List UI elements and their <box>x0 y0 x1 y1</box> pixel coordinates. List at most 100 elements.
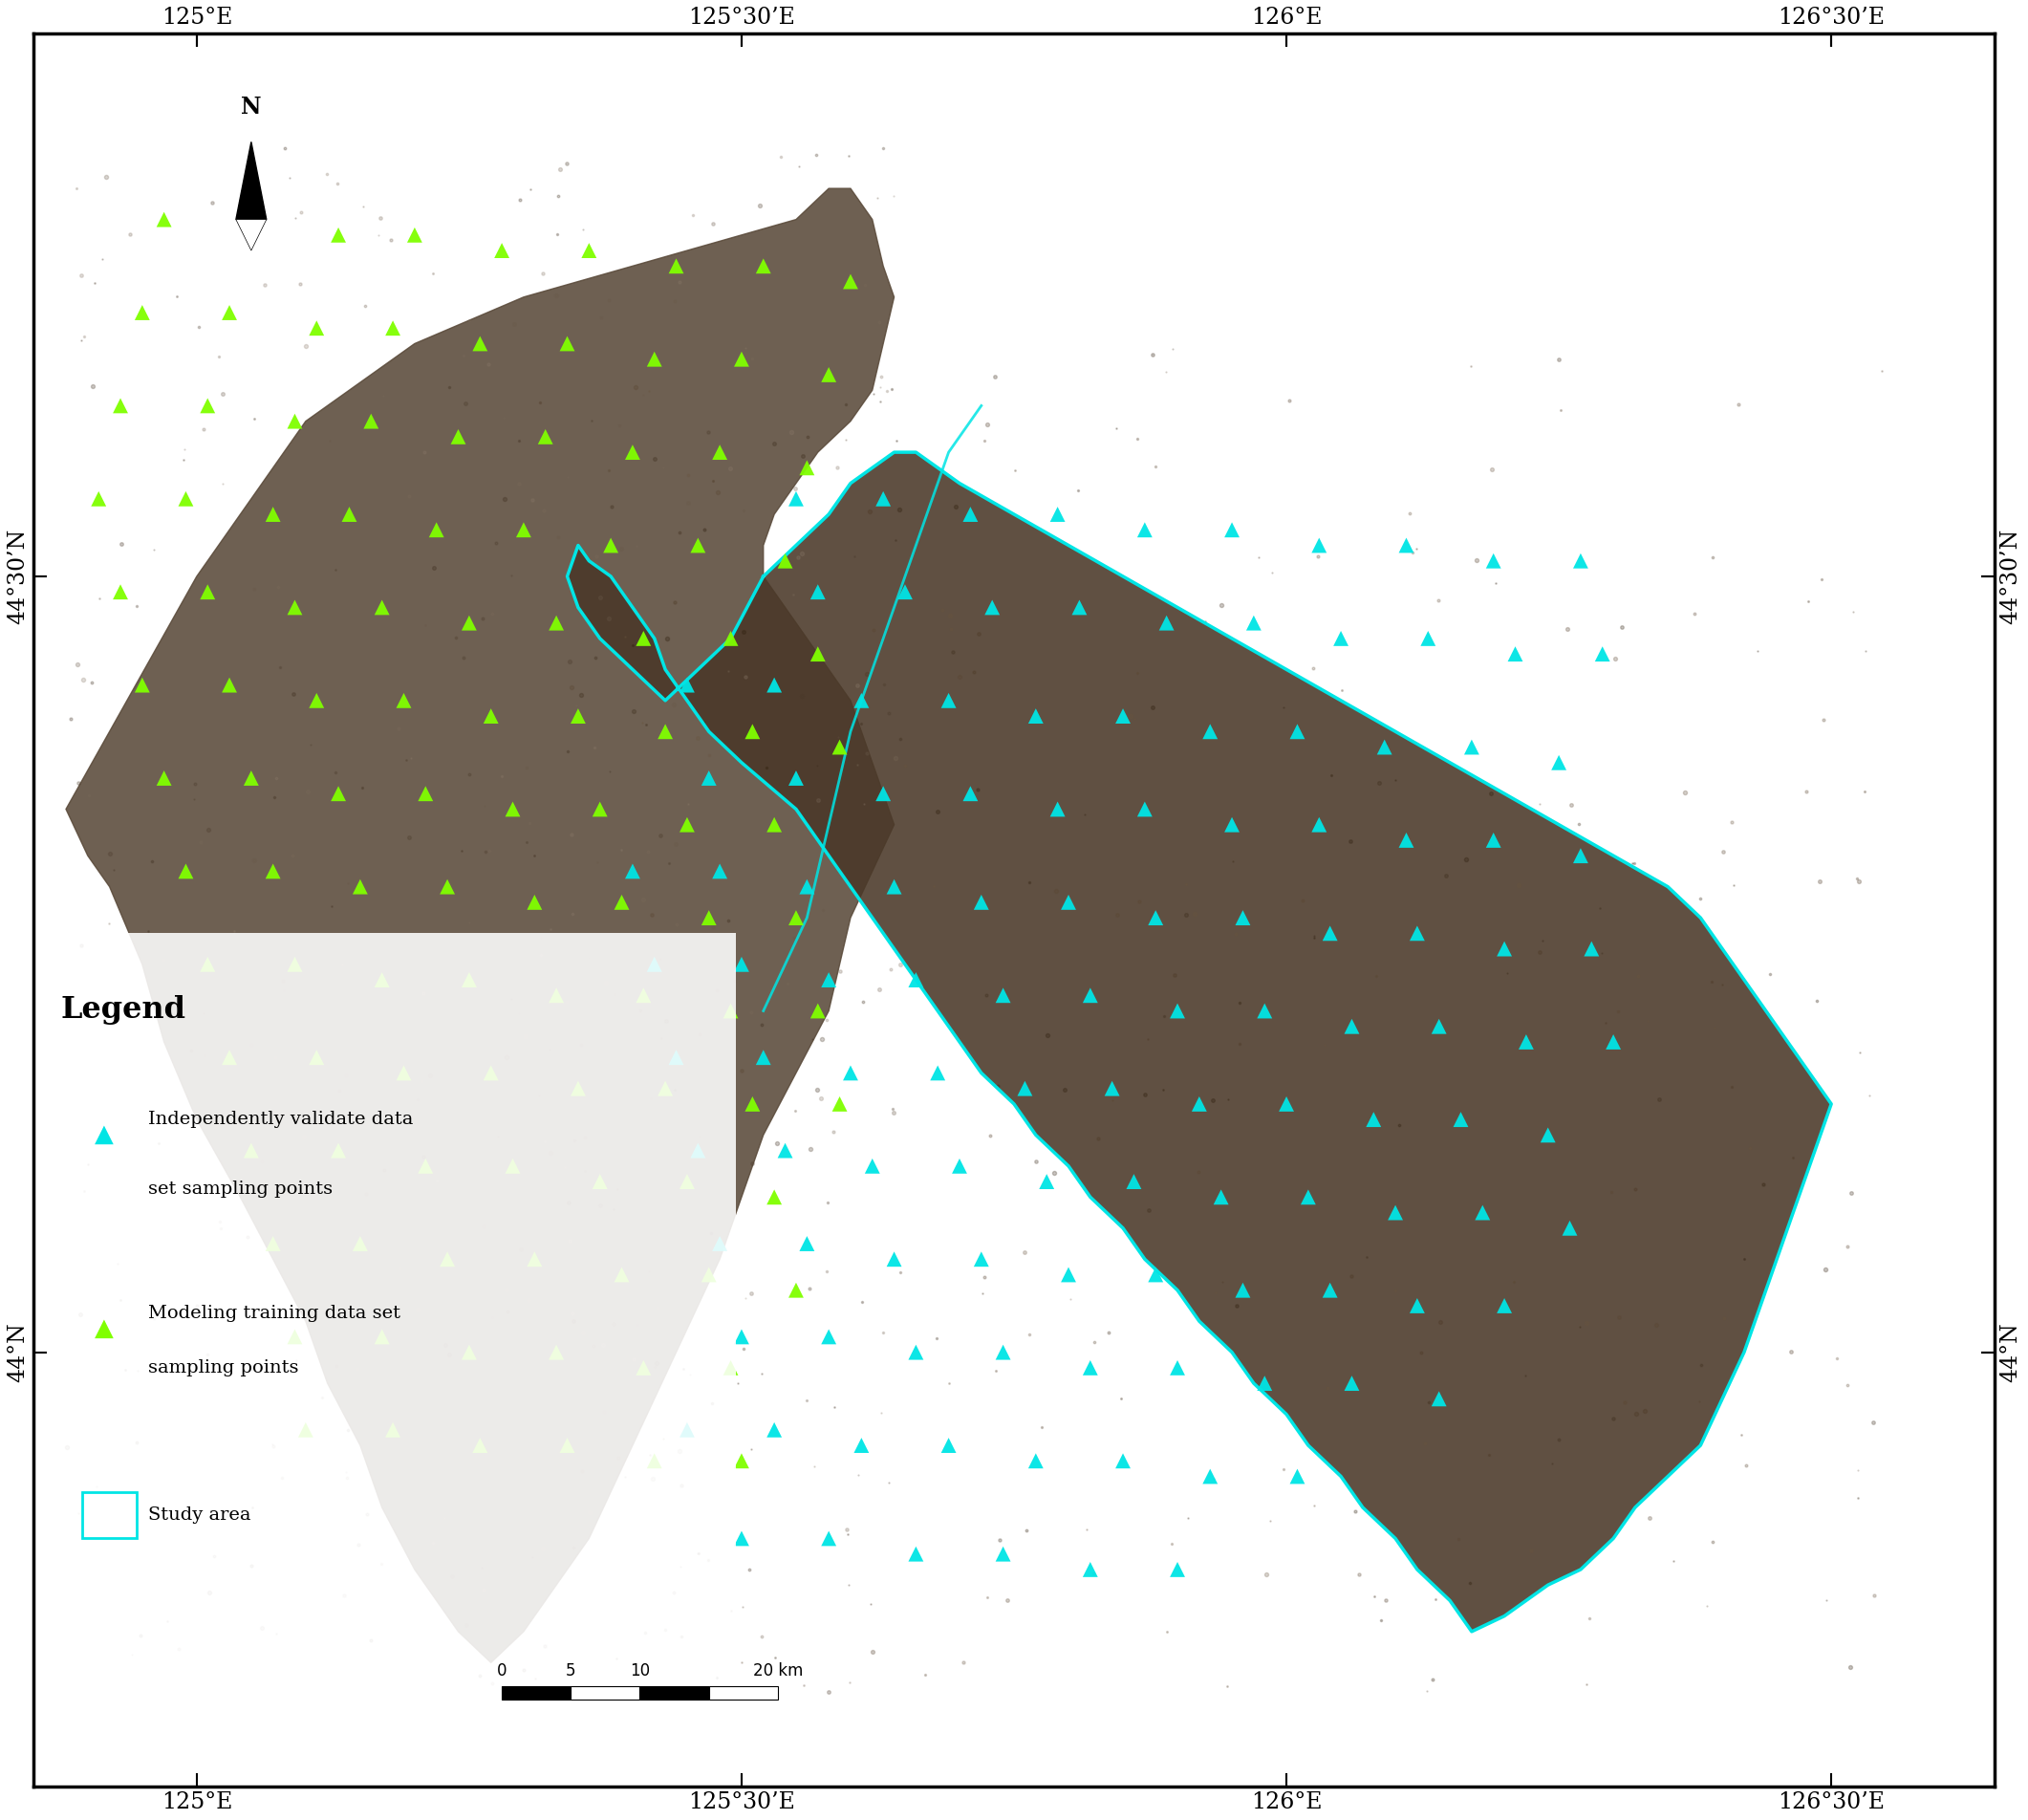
Point <box>801 639 834 668</box>
Point <box>868 779 900 808</box>
Point <box>813 1523 846 1552</box>
Point <box>452 608 485 637</box>
Point <box>639 950 671 979</box>
Point <box>322 220 355 249</box>
Point <box>300 313 333 342</box>
Polygon shape <box>235 220 266 251</box>
Point <box>1215 515 1247 544</box>
Point <box>1282 1461 1314 1491</box>
Point <box>1128 515 1160 544</box>
Point <box>1227 903 1259 932</box>
Point <box>933 1431 965 1460</box>
Point <box>878 1245 911 1274</box>
Point <box>627 1354 659 1383</box>
Point <box>148 764 180 794</box>
Point <box>519 888 552 917</box>
Point <box>213 1043 245 1072</box>
Point <box>736 1090 769 1119</box>
Point <box>659 1043 692 1072</box>
Point <box>1162 996 1194 1025</box>
Point <box>507 515 539 544</box>
Point <box>704 1228 736 1258</box>
Point <box>1401 1290 1434 1320</box>
Point <box>258 857 290 886</box>
Point <box>694 764 726 794</box>
Point <box>1336 1012 1369 1041</box>
Point <box>410 779 442 808</box>
Point <box>671 670 704 699</box>
Point <box>377 1416 410 1445</box>
Polygon shape <box>67 189 894 1663</box>
Point <box>1040 501 1073 530</box>
Point <box>103 577 136 606</box>
Point <box>769 546 801 575</box>
Point <box>1205 1183 1237 1212</box>
Point <box>856 1152 888 1181</box>
Point <box>1053 888 1085 917</box>
Point <box>921 1059 953 1088</box>
Point <box>813 1321 846 1350</box>
Point <box>442 422 475 451</box>
Point <box>823 732 856 761</box>
Point <box>562 701 594 730</box>
Point <box>988 981 1020 1010</box>
Point <box>1128 795 1160 824</box>
Point <box>1357 1105 1389 1134</box>
Point <box>572 237 604 266</box>
Point <box>452 965 485 994</box>
Point <box>1150 608 1182 637</box>
Point <box>1182 1090 1215 1119</box>
Point <box>834 268 866 297</box>
Point <box>933 686 965 715</box>
Point <box>1215 810 1247 839</box>
Point <box>322 779 355 808</box>
Point <box>781 764 813 794</box>
Point <box>1117 1167 1150 1196</box>
Polygon shape <box>235 142 266 220</box>
Point <box>726 950 758 979</box>
Point <box>694 903 726 932</box>
Point <box>103 391 136 420</box>
Point <box>943 1152 975 1181</box>
Point <box>1369 732 1401 761</box>
Bar <box>49 934 736 1740</box>
Point <box>823 1090 856 1119</box>
Point <box>1531 1121 1564 1150</box>
Point <box>726 1523 758 1552</box>
Point <box>846 1431 878 1460</box>
Point <box>681 531 714 561</box>
Point <box>377 313 410 342</box>
Point <box>1075 1554 1107 1583</box>
Point <box>170 484 203 513</box>
Point <box>1314 919 1347 948</box>
Point <box>627 981 659 1010</box>
Point <box>781 484 813 513</box>
Point <box>671 1167 704 1196</box>
Point <box>397 220 430 249</box>
Point <box>191 391 223 420</box>
Point <box>736 717 769 746</box>
Point <box>758 1416 791 1445</box>
Point <box>464 329 497 359</box>
Point <box>432 1245 464 1274</box>
Point <box>1162 1354 1194 1383</box>
Point <box>1444 1105 1476 1134</box>
Point <box>355 406 387 435</box>
Point <box>126 670 158 699</box>
Point <box>539 608 572 637</box>
Bar <box>639 1685 708 1700</box>
Point <box>1424 1012 1456 1041</box>
Point <box>519 1245 552 1274</box>
Point <box>1424 1385 1456 1414</box>
Point <box>801 996 834 1025</box>
Point <box>552 329 584 359</box>
Point <box>846 686 878 715</box>
Point <box>965 1245 998 1274</box>
Point <box>475 1059 507 1088</box>
Point <box>1194 1461 1227 1491</box>
Point <box>955 779 988 808</box>
Point <box>1401 919 1434 948</box>
Point <box>278 406 310 435</box>
Point <box>191 577 223 606</box>
Point <box>1227 1276 1259 1305</box>
